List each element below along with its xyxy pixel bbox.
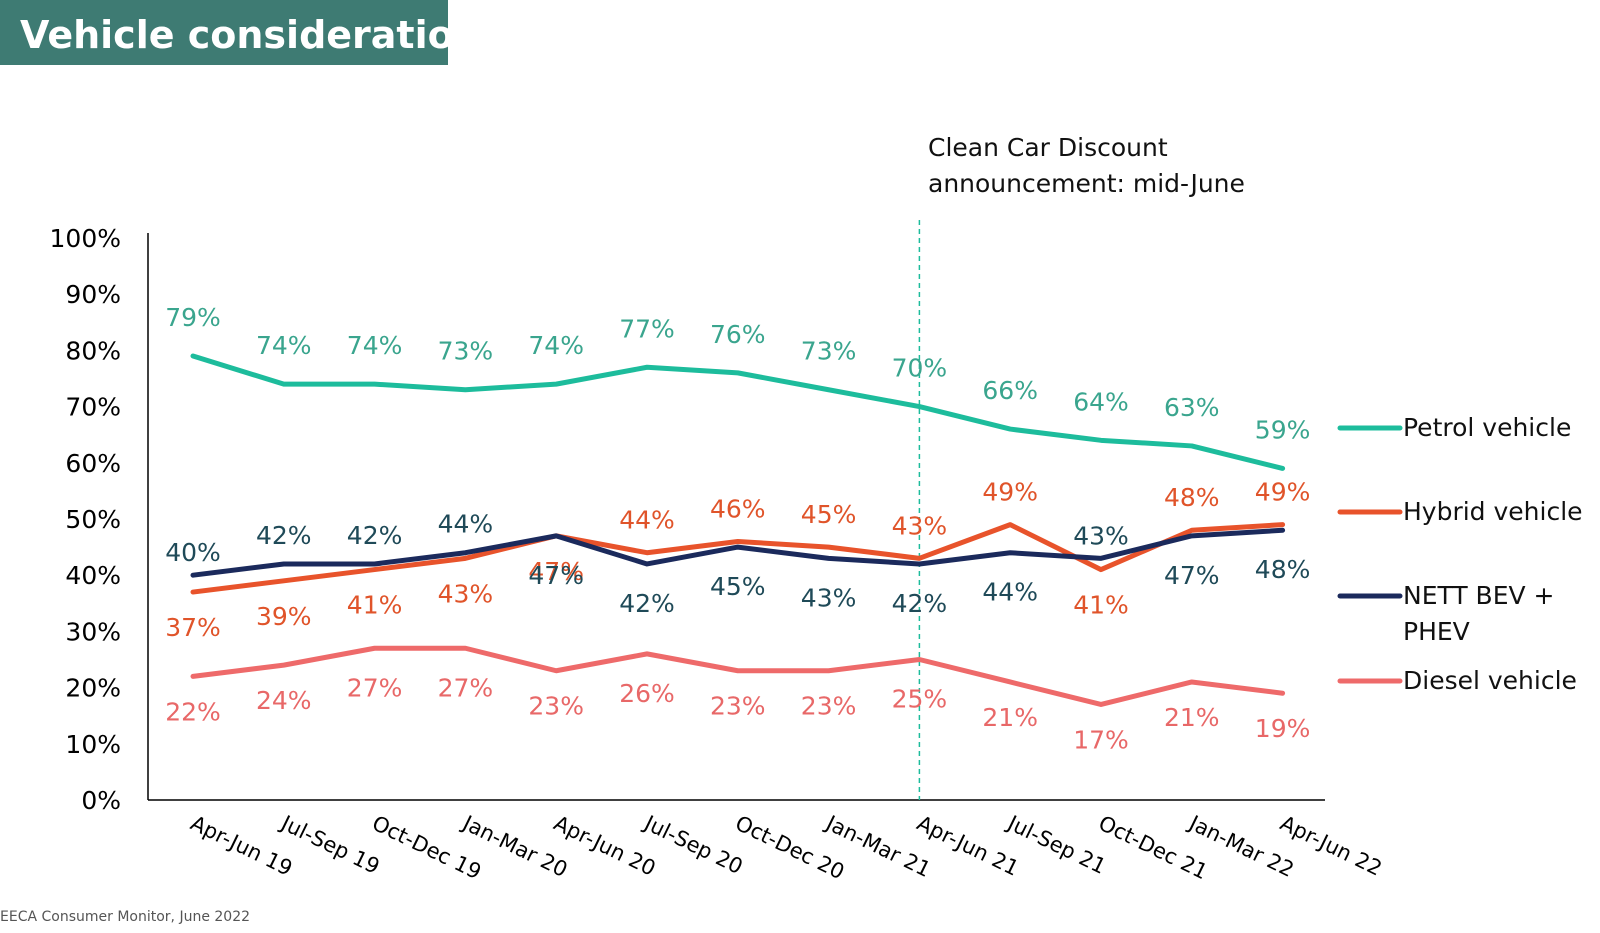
data-label: 21%	[1164, 703, 1220, 732]
data-label: 43%	[1073, 521, 1129, 550]
data-label: 48%	[1164, 483, 1220, 512]
data-label: 17%	[1073, 725, 1129, 754]
annotation-line1: Clean Car Discount	[928, 133, 1168, 162]
data-label: 41%	[347, 591, 403, 620]
data-label: 23%	[528, 692, 584, 721]
data-label: 48%	[1255, 555, 1311, 584]
data-label: 37%	[165, 613, 221, 642]
data-label: 73%	[801, 337, 857, 366]
data-label: 59%	[1255, 415, 1311, 444]
data-label: 46%	[710, 494, 766, 523]
page-title: Vehicle consideration	[20, 13, 481, 57]
data-label: 26%	[619, 679, 675, 708]
y-tick-label: 40%	[65, 561, 121, 590]
data-label: 74%	[256, 331, 312, 360]
y-tick-label: 20%	[65, 674, 121, 703]
data-label: 49%	[1255, 478, 1311, 507]
data-label: 70%	[892, 354, 948, 383]
data-label: 74%	[528, 331, 584, 360]
legend-label: Hybrid vehicle	[1403, 497, 1583, 526]
data-label: 40%	[165, 538, 221, 567]
data-label: 77%	[619, 314, 675, 343]
series-line-2	[190, 527, 1286, 578]
source-note: EECA Consumer Monitor, June 2022	[0, 909, 251, 925]
data-label: 42%	[619, 589, 675, 618]
data-label: 42%	[892, 589, 948, 618]
y-tick-label: 0%	[81, 786, 121, 815]
x-tick-label: Jul-Sep 20	[639, 810, 747, 879]
data-label: 49%	[982, 478, 1038, 507]
y-tick-label: 100%	[50, 224, 121, 253]
data-label: 44%	[982, 578, 1038, 607]
data-label: 24%	[256, 686, 312, 715]
data-label: 47%	[528, 561, 584, 590]
y-tick-label: 50%	[65, 505, 121, 534]
data-label: 64%	[1073, 387, 1129, 416]
data-label: 25%	[892, 685, 948, 714]
y-tick-label: 90%	[65, 280, 121, 309]
x-tick-label: Jul-Sep 19	[276, 810, 384, 879]
data-label: 73%	[438, 337, 494, 366]
data-label: 79%	[165, 303, 221, 332]
x-tick-label: Apr-Jun 19	[187, 811, 296, 881]
data-label: 44%	[619, 506, 675, 535]
data-label: 43%	[438, 579, 494, 608]
y-tick-label: 10%	[65, 730, 121, 759]
data-label: 42%	[347, 521, 403, 550]
x-tick-label: Jul-Sep 21	[1002, 810, 1110, 879]
data-label: 66%	[982, 376, 1038, 405]
legend-label: Petrol vehicle	[1403, 413, 1571, 442]
legend-label: PHEV	[1403, 617, 1470, 646]
data-label: 63%	[1164, 393, 1220, 422]
y-tick-label: 70%	[65, 393, 121, 422]
y-tick-label: 80%	[65, 336, 121, 365]
data-label: 74%	[347, 331, 403, 360]
series-line-0	[190, 353, 1286, 471]
series-line-3	[190, 645, 1286, 707]
data-label: 43%	[892, 511, 948, 540]
data-label: 47%	[528, 557, 584, 586]
y-tick-label: 30%	[65, 617, 121, 646]
series-line-1	[190, 522, 1286, 595]
data-label: 45%	[801, 500, 857, 529]
legend-label: NETT BEV +	[1403, 581, 1555, 610]
data-label: 23%	[801, 692, 857, 721]
data-label: 19%	[1255, 714, 1311, 743]
data-label: 27%	[347, 673, 403, 702]
y-tick-label: 60%	[65, 449, 121, 478]
data-label: 76%	[710, 320, 766, 349]
data-label: 44%	[438, 510, 494, 539]
data-label: 23%	[710, 692, 766, 721]
data-label: 43%	[801, 583, 857, 612]
legend-label: Diesel vehicle	[1403, 666, 1577, 695]
data-label: 45%	[710, 572, 766, 601]
data-label: 41%	[1073, 591, 1129, 620]
title-banner: Vehicle consideration	[0, 0, 481, 65]
data-label: 21%	[982, 703, 1038, 732]
data-label: 47%	[1164, 561, 1220, 590]
data-label: 27%	[438, 673, 494, 702]
data-label: 39%	[256, 602, 312, 631]
data-label: 22%	[165, 697, 221, 726]
annotation-line2: announcement: mid-June	[928, 169, 1245, 198]
data-label: 42%	[256, 521, 312, 550]
